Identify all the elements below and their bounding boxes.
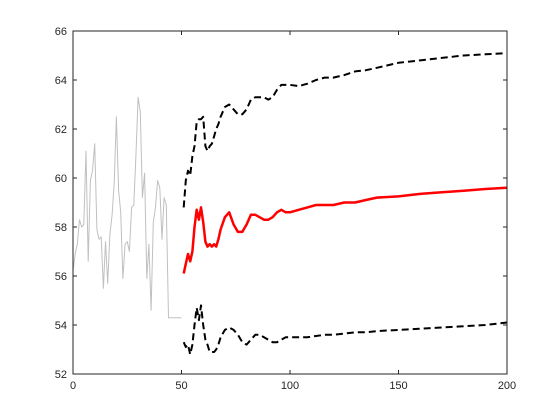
series-line-observed bbox=[72, 96, 182, 319]
y-tick-label: 62 bbox=[55, 124, 67, 136]
y-tick-label: 54 bbox=[55, 320, 67, 332]
y-tick-label: 56 bbox=[55, 271, 67, 283]
y-tick-label: 64 bbox=[55, 75, 67, 87]
series-line-upper-bound bbox=[182, 52, 508, 208]
series-line-lower-bound bbox=[182, 304, 508, 356]
x-tick-label: 200 bbox=[498, 380, 516, 392]
x-tick-label: 50 bbox=[175, 380, 187, 392]
x-tick-label: 100 bbox=[281, 380, 299, 392]
y-tick-label: 60 bbox=[55, 173, 67, 185]
y-tick-label: 58 bbox=[55, 222, 67, 234]
series-layer bbox=[72, 52, 508, 356]
x-tick-label: 150 bbox=[389, 380, 407, 392]
axes-layer: 0 50 100 150 200 52 54 56 58 60 62 64 66 bbox=[55, 26, 516, 392]
x-tick-label: 0 bbox=[70, 380, 76, 392]
series-line-forecast bbox=[182, 186, 508, 274]
plot-area bbox=[73, 31, 507, 374]
y-tick-label: 52 bbox=[55, 369, 67, 381]
y-tick-label: 66 bbox=[55, 26, 67, 38]
